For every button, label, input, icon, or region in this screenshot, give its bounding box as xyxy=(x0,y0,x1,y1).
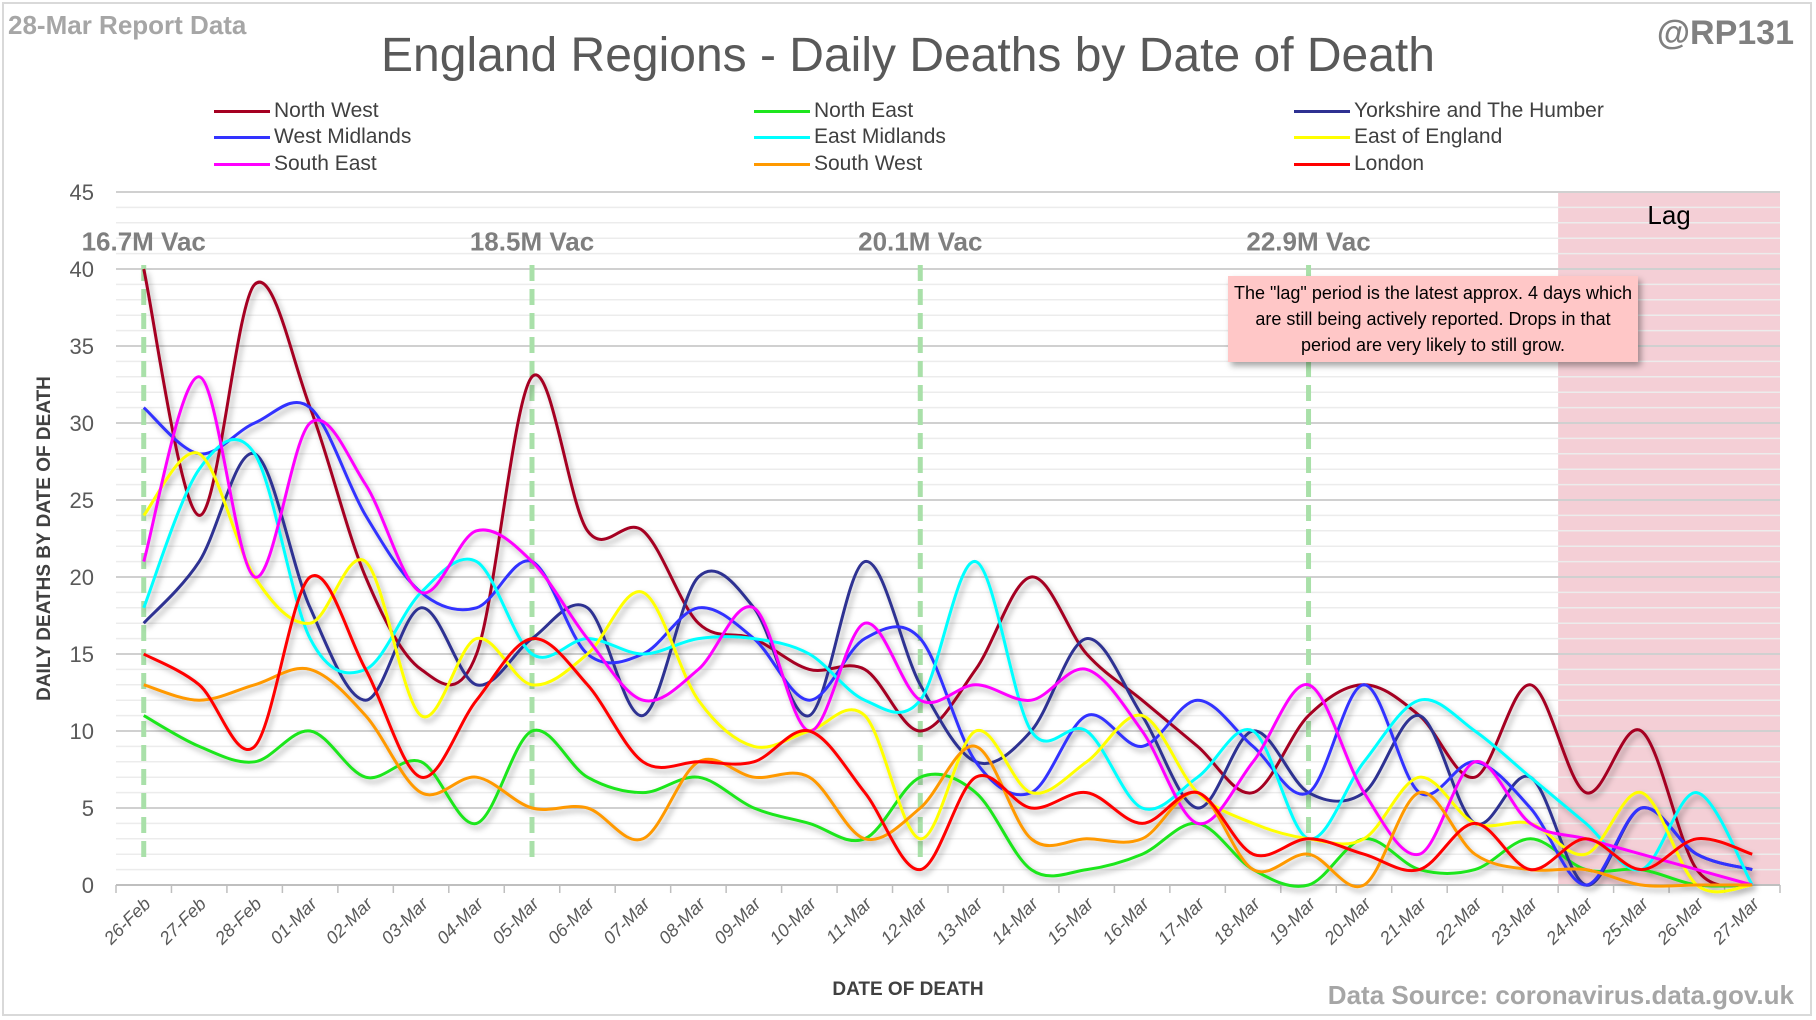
legend-swatch xyxy=(1294,109,1350,113)
chart-title: England Regions - Daily Deaths by Date o… xyxy=(381,29,1435,82)
legend-item: London xyxy=(1294,151,1424,177)
vaccine-marker-label: 20.1M Vac xyxy=(858,227,982,257)
x-tick-label: 26-Feb xyxy=(99,894,154,949)
legend-swatch xyxy=(214,162,270,166)
report-date-label: 28-Mar Report Data xyxy=(8,10,247,40)
y-axis-title: DAILY DEATHS BY DATE OF DEATH xyxy=(34,376,55,701)
x-tick-label: 23-Mar xyxy=(1486,893,1542,949)
x-tick-label: 14-Mar xyxy=(988,893,1043,948)
legend-item: South West xyxy=(754,151,922,177)
x-tick-label: 08-Mar xyxy=(655,893,710,948)
x-tick-label: 03-Mar xyxy=(377,893,432,948)
y-tick-label: 35 xyxy=(70,334,94,359)
legend-label: East of England xyxy=(1354,125,1503,148)
legend-item: North West xyxy=(214,98,379,124)
x-tick-label: 28-Feb xyxy=(210,894,265,949)
x-tick-label: 19-Mar xyxy=(1265,893,1320,948)
x-tick-label: 17-Mar xyxy=(1154,893,1209,948)
lag-label: Lag xyxy=(1647,200,1690,230)
series-line-london xyxy=(143,574,1753,873)
legend-item: North East xyxy=(754,98,913,124)
vaccine-marker-label: 18.5M Vac xyxy=(470,227,594,257)
legend-label: West Midlands xyxy=(274,125,412,148)
y-tick-label: 25 xyxy=(70,488,94,513)
legend-label: Yorkshire and The Humber xyxy=(1354,99,1604,122)
legend-swatch xyxy=(754,162,810,166)
legend: North West North East Yorkshire and The … xyxy=(0,98,1816,178)
legend-label: South East xyxy=(274,152,377,175)
legend-item: Yorkshire and The Humber xyxy=(1294,98,1604,124)
series-line-east-midlands xyxy=(142,438,1754,886)
x-tick-label: 22-Mar xyxy=(1431,893,1487,949)
x-tick-label: 10-Mar xyxy=(766,893,821,948)
x-tick-label: 06-Mar xyxy=(544,893,599,948)
legend-label: North West xyxy=(274,99,379,122)
series-line-north-west xyxy=(142,268,1753,888)
legend-swatch xyxy=(754,109,810,113)
x-tick-label: 04-Mar xyxy=(433,893,488,948)
x-tick-label: 09-Mar xyxy=(710,893,765,948)
legend-label: London xyxy=(1354,152,1425,175)
vaccine-marker-label: 16.7M Vac xyxy=(82,227,206,257)
series-line-north-east xyxy=(143,714,1753,888)
y-tick-label: 30 xyxy=(70,411,94,436)
lag-note-callout: The "lag" period is the latest approx. 4… xyxy=(1228,276,1638,362)
data-source-label: Data Source: coronavirus.data.gov.uk xyxy=(1327,980,1794,1010)
x-tick-label: 15-Mar xyxy=(1043,893,1098,948)
legend-swatch xyxy=(1294,162,1350,166)
author-handle: @RP131 xyxy=(1656,14,1794,52)
y-tick-label: 20 xyxy=(70,565,94,590)
legend-item: East of England xyxy=(1294,124,1502,150)
y-tick-label: 5 xyxy=(82,796,94,821)
x-tick-label: 11-Mar xyxy=(822,893,876,947)
x-tick-label: 21-Mar xyxy=(1375,893,1431,949)
legend-swatch xyxy=(214,135,270,139)
x-tick-label: 13-Mar xyxy=(932,893,987,948)
y-tick-label: 0 xyxy=(82,873,94,898)
legend-item: South East xyxy=(214,151,377,177)
legend-swatch xyxy=(754,135,810,139)
x-tick-label: 25-Mar xyxy=(1597,893,1653,949)
x-tick-label: 26-Mar xyxy=(1652,893,1708,949)
y-tick-label: 40 xyxy=(70,257,94,282)
x-tick-label: 16-Mar xyxy=(1099,893,1154,948)
legend-label: South West xyxy=(814,152,923,175)
series-line-south-east xyxy=(142,375,1753,887)
legend-swatch xyxy=(214,109,270,113)
legend-swatch xyxy=(1294,135,1350,139)
vaccine-marker-label: 22.9M Vac xyxy=(1246,227,1370,257)
x-tick-label: 01-Mar xyxy=(267,893,322,948)
x-tick-label: 12-Mar xyxy=(877,893,932,948)
x-axis-title: DATE OF DEATH xyxy=(832,979,983,1000)
x-tick-label: 02-Mar xyxy=(322,893,377,948)
y-tick-label: 10 xyxy=(70,719,94,744)
x-tick-label: 05-Mar xyxy=(488,893,543,948)
series-line-south-west xyxy=(143,666,1753,889)
x-tick-label: 27-Feb xyxy=(155,894,210,949)
x-tick-label: 20-Mar xyxy=(1320,893,1376,949)
y-tick-label: 15 xyxy=(70,642,94,667)
legend-item: West Midlands xyxy=(214,124,411,150)
x-tick-label: 07-Mar xyxy=(599,893,654,948)
x-tick-label: 18-Mar xyxy=(1209,893,1264,948)
legend-label: North East xyxy=(814,99,914,122)
x-tick-label: 27-Mar xyxy=(1708,893,1764,949)
x-tick-label: 24-Mar xyxy=(1542,893,1598,949)
legend-item: East Midlands xyxy=(754,124,946,150)
series-line-west-midlands xyxy=(142,400,1753,887)
legend-label: East Midlands xyxy=(814,125,946,148)
y-tick-label: 45 xyxy=(70,180,94,205)
